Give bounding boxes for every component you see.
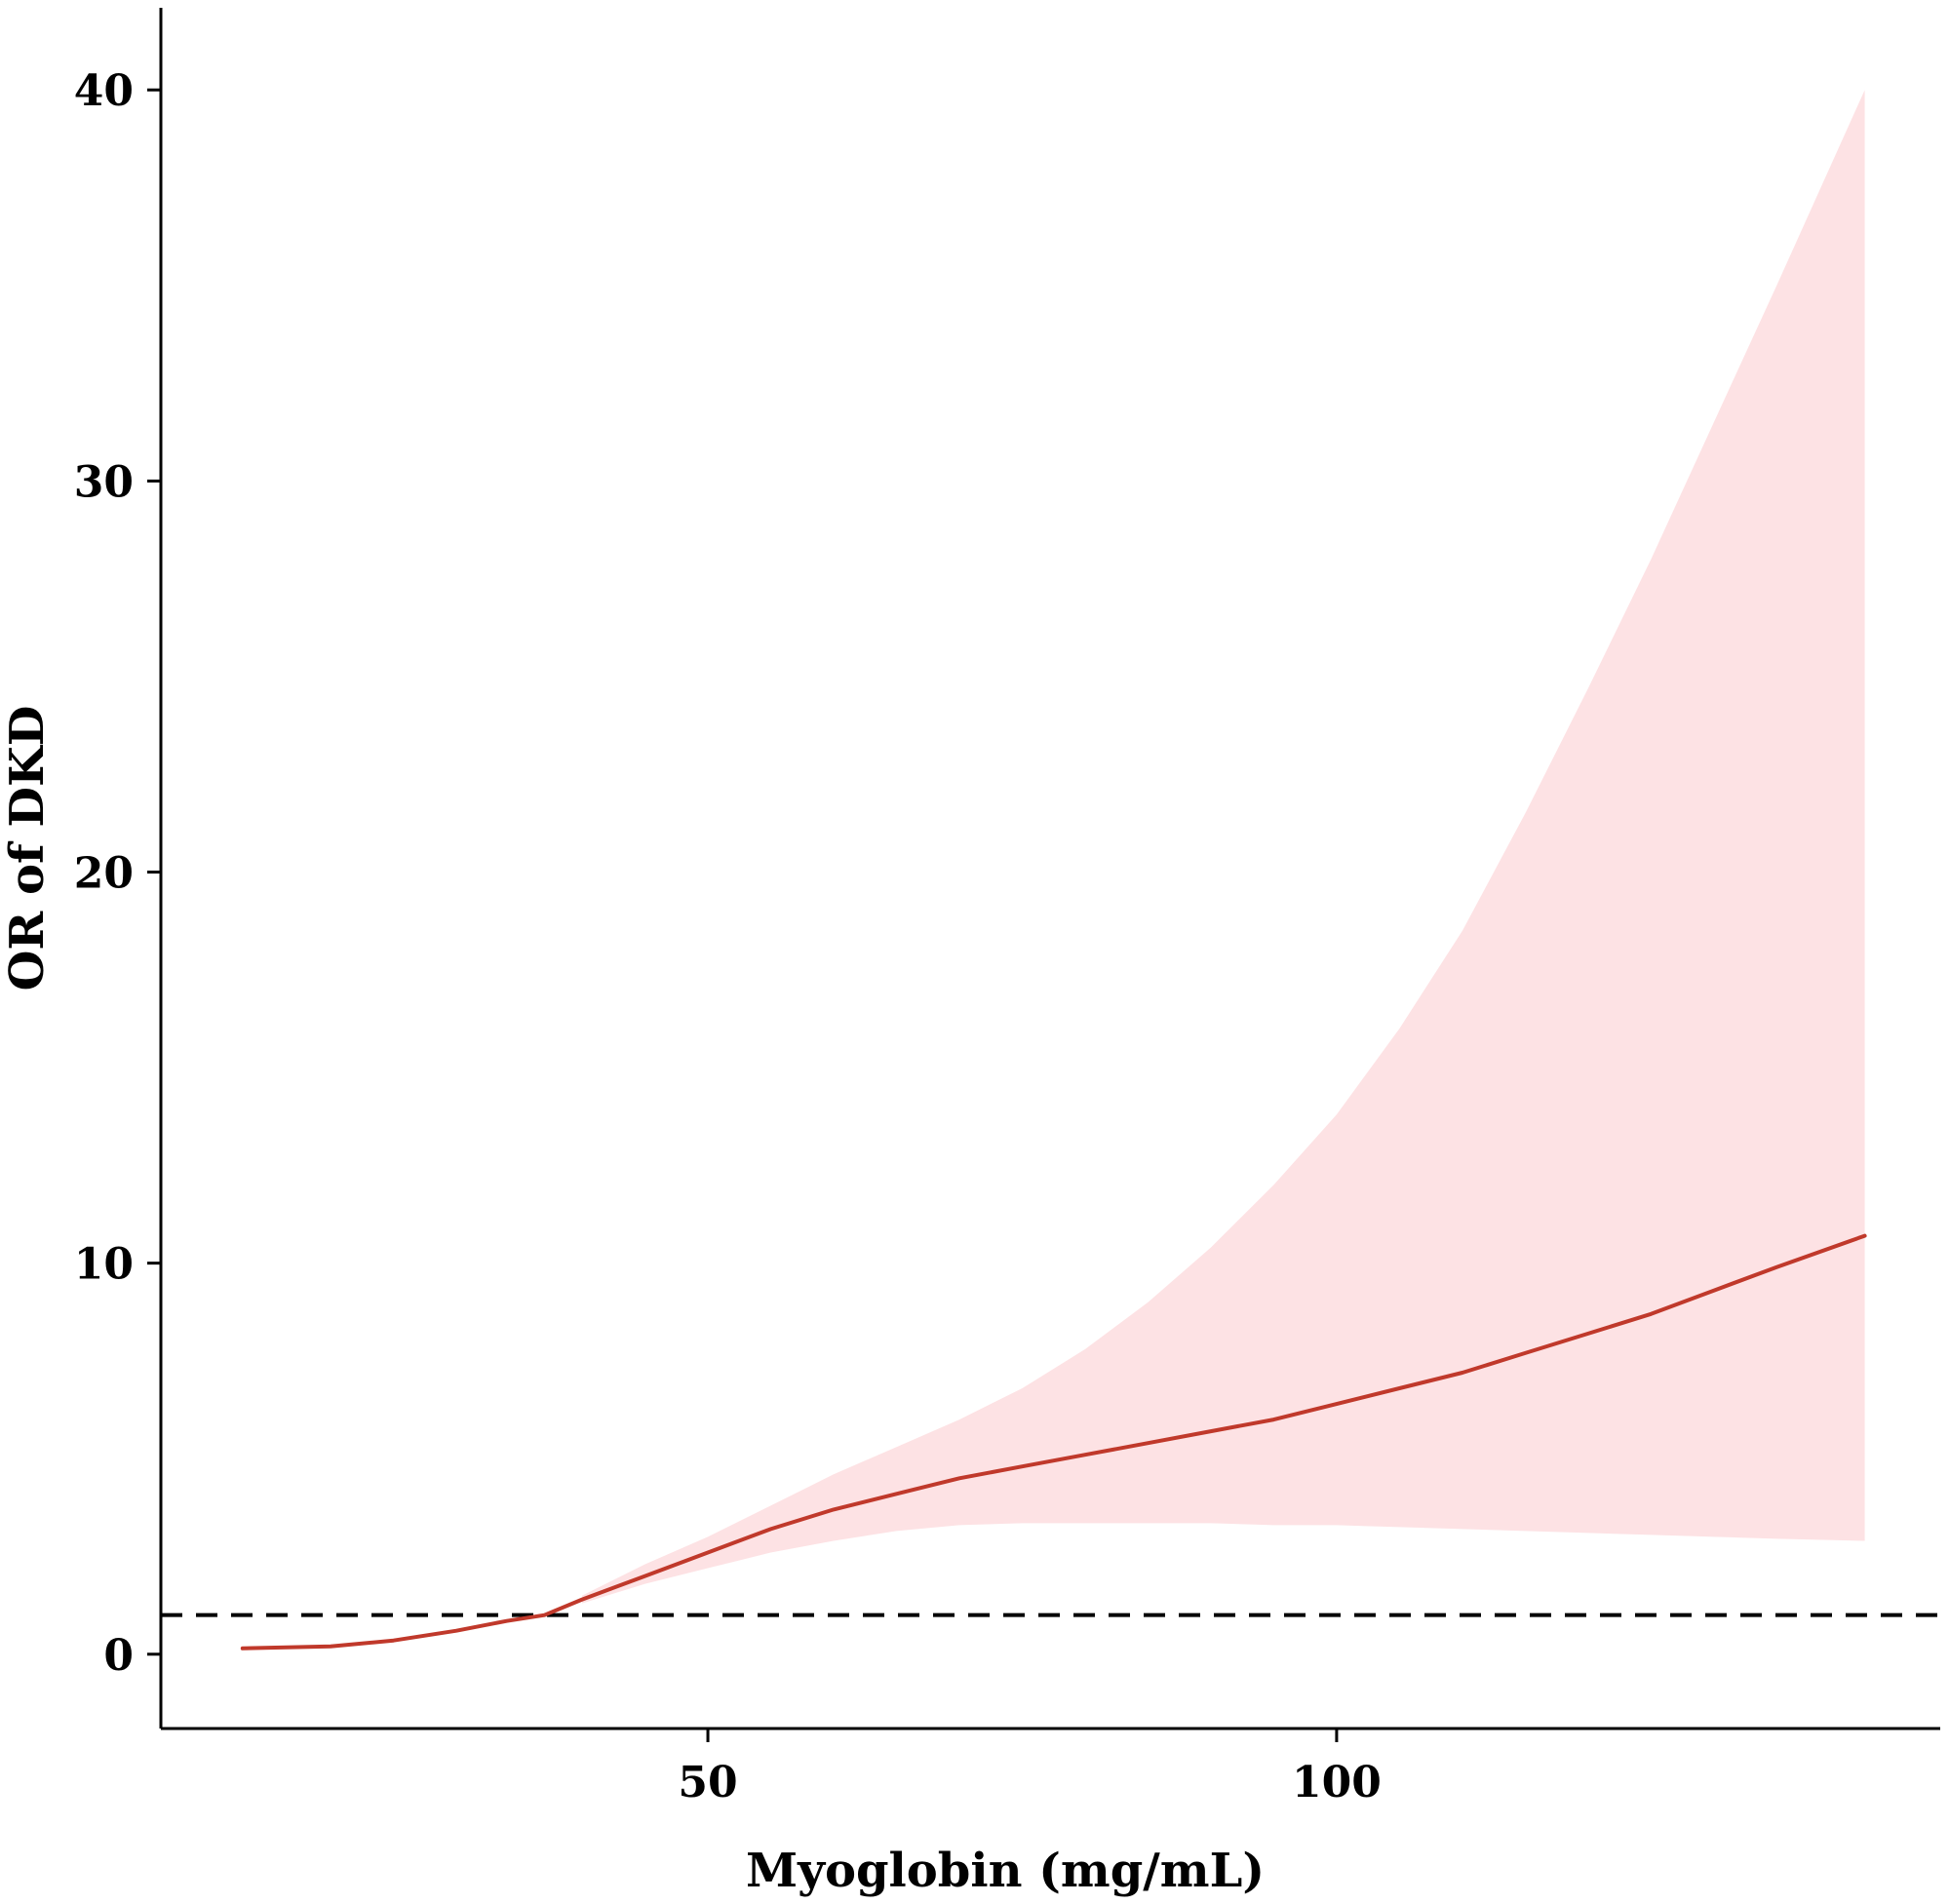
axes (159, 8, 1940, 1730)
x-axis-ticks: 50 100 (678, 1729, 1382, 1807)
y-tick-label: 20 (74, 849, 134, 899)
confidence-band-layer (582, 90, 1865, 1604)
x-tick-label: 100 (1292, 1758, 1382, 1807)
y-tick-label: 40 (74, 66, 134, 116)
y-axis-ticks: 0 10 20 30 40 (74, 66, 161, 1681)
x-tick-label: 50 (678, 1758, 737, 1807)
y-tick-label: 10 (74, 1240, 134, 1290)
confidence-band (582, 90, 1865, 1604)
series-line-layer (240, 1233, 1867, 1651)
y-tick-label: 30 (74, 457, 134, 507)
y-axis-title: OR of DKD (0, 706, 55, 991)
series-line-0 (240, 1233, 1867, 1651)
x-axis-title: Myoglobin (mg/mL) (746, 1844, 1265, 1898)
y-tick-label: 0 (103, 1631, 134, 1681)
